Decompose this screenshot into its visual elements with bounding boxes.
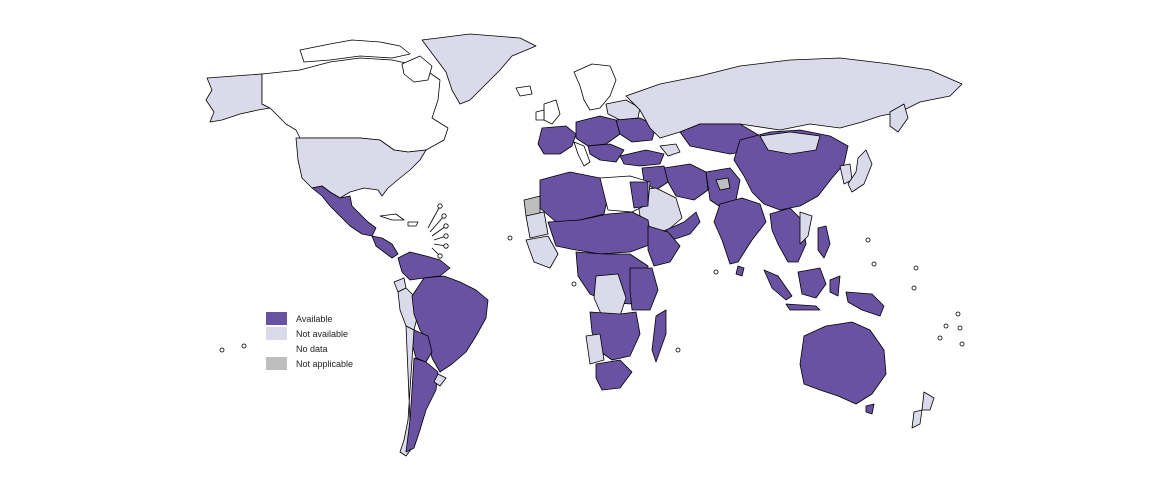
region-mongolia <box>759 131 821 155</box>
region-new-zealand-s <box>911 409 923 429</box>
legend-swatch-available <box>266 312 287 325</box>
small-island-markers <box>219 203 965 353</box>
region-ethiopia-horn <box>647 225 681 267</box>
region-japan <box>847 149 873 193</box>
region-west-africa-coast <box>525 235 559 269</box>
legend-item-available: Available <box>266 311 353 326</box>
region-caucasus <box>659 143 681 157</box>
region-argentina <box>405 357 439 453</box>
region-china <box>733 129 849 211</box>
region-north-africa-west <box>539 171 609 223</box>
region-uruguay <box>433 373 447 387</box>
legend-label-no-data: No data <box>296 343 328 354</box>
legend-item-not-available: Not available <box>266 326 353 341</box>
region-tasmania <box>865 403 875 415</box>
region-mexico <box>311 185 377 237</box>
map-legend: Available Not available No data Not appl… <box>266 311 353 371</box>
region-iceland <box>515 85 533 97</box>
region-australia <box>799 321 887 405</box>
region-colombia-venezuela <box>397 251 451 281</box>
legend-item-not-applicable: Not applicable <box>266 356 353 371</box>
region-central-europe <box>575 115 621 147</box>
region-south-africa <box>595 359 633 391</box>
region-russia <box>625 57 963 139</box>
region-cuba <box>379 213 405 221</box>
region-borneo <box>797 267 827 299</box>
region-east-africa <box>629 267 659 311</box>
region-arctic-islands <box>299 39 411 63</box>
region-kamchatka <box>889 103 909 133</box>
region-sumatra <box>763 269 793 301</box>
region-alaska <box>205 73 271 123</box>
legend-swatch-no-data <box>266 342 287 355</box>
region-grey-kashmir <box>715 177 731 191</box>
region-uk <box>543 99 561 125</box>
region-mauritania <box>525 211 549 239</box>
region-baffin <box>401 55 433 83</box>
region-iran <box>663 163 709 201</box>
region-sri-lanka <box>735 265 745 277</box>
legend-swatch-not-available <box>266 327 287 340</box>
region-java <box>785 303 821 311</box>
region-western-sahara <box>523 195 541 217</box>
region-balkans <box>587 143 625 163</box>
region-new-zealand-n <box>921 391 935 411</box>
region-egypt <box>629 181 649 209</box>
region-ireland <box>535 109 545 121</box>
region-ukraine <box>615 117 657 143</box>
region-philippines <box>817 225 831 259</box>
legend-label-not-applicable: Not applicable <box>296 358 354 369</box>
region-turkey <box>619 149 665 167</box>
region-madagascar <box>651 309 667 363</box>
legend-item-no-data: No data <box>266 341 353 356</box>
legend-label-not-available: Not available <box>296 328 349 339</box>
region-namibia <box>585 333 605 365</box>
region-central-america <box>371 235 399 259</box>
region-sulawesi <box>829 275 841 297</box>
region-new-guinea <box>845 291 885 317</box>
region-hispaniola <box>407 221 419 227</box>
region-italy <box>573 141 591 167</box>
region-canada <box>261 57 449 153</box>
region-india <box>713 197 767 265</box>
legend-swatch-not-applicable <box>266 357 287 370</box>
region-greenland <box>421 33 537 105</box>
region-se-asia <box>769 207 807 263</box>
region-scandinavia <box>573 63 617 111</box>
region-vietnam <box>799 211 813 245</box>
legend-label-available: Available <box>296 313 333 324</box>
region-france-spain <box>537 125 577 155</box>
